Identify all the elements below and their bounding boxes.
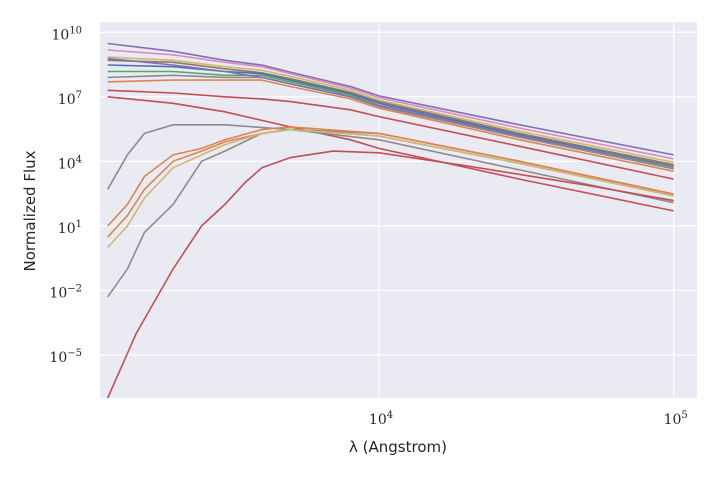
y-tick-label: 107 [58,90,82,108]
x-tick-label: 104 [369,410,393,428]
series-line-17 [106,150,674,399]
series-line-12 [107,124,674,204]
y-tick-label: 104 [58,154,82,172]
series-line-1 [107,42,674,156]
series-line-5 [107,64,674,167]
series-line-3 [107,56,674,164]
series-line-8 [107,79,674,172]
y-tick-label: 101 [58,219,82,237]
grid [100,22,697,398]
series-line-16 [107,128,674,248]
series-layer [106,42,674,399]
series-line-14 [107,126,674,227]
plot-area [100,22,697,398]
x-tick-labels: 104 105 [369,410,688,428]
y-tick-label: 10−5 [49,348,82,366]
y-tick-labels: 1010 107 104 101 10−2 10−5 [49,25,82,366]
y-tick-label: 1010 [51,25,82,43]
series-line-10 [107,57,674,167]
series-line-9 [107,89,674,180]
x-tick-label: 105 [664,410,688,428]
series-line-2 [107,49,674,160]
y-axis-label: Normalized Flux [21,150,39,271]
y-tick-label: 10−2 [49,283,82,301]
series-line-4 [107,59,674,166]
x-axis-label: λ (Angstrom) [349,438,447,456]
